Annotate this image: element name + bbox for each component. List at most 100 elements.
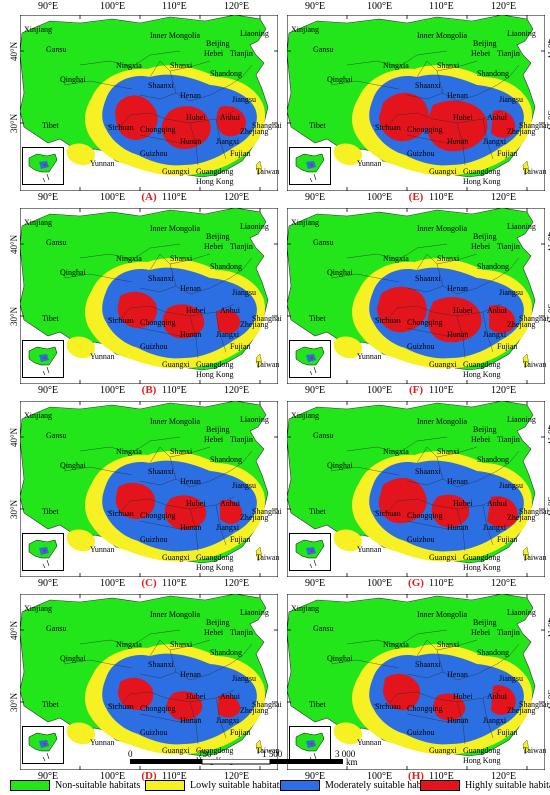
place-label-shandong: Shandong — [210, 262, 242, 271]
place-label-taiwan: Taiwan — [256, 167, 280, 176]
place-label-hubei: Hubei — [186, 306, 206, 315]
place-label-beijing: Beijing — [206, 232, 230, 241]
place-label-inner-mongolia: Inner Mongolia — [417, 610, 467, 619]
place-label-hong-kong: Hong Kong — [463, 756, 501, 765]
place-label-ningxia: Ningxia — [383, 447, 409, 456]
place-label-guangxi: Guangxi — [429, 746, 457, 755]
place-label-beijing: Beijing — [473, 232, 497, 241]
place-label-qinghai: Qinghai — [327, 75, 353, 84]
inset-map — [22, 533, 64, 571]
place-label-hubei: Hubei — [453, 113, 473, 122]
highly-suitable-area — [383, 673, 421, 710]
place-label-zhejiang: Zhejiang — [507, 513, 536, 522]
scale-label-3000: 3 000 — [335, 749, 356, 759]
place-label-sichuan: Sichuan — [375, 316, 401, 325]
place-label-tibet: Tibet — [309, 314, 326, 323]
highly-suitable-area — [115, 95, 158, 140]
place-label-gansu: Gansu — [46, 238, 67, 247]
lat-label: 40°N — [9, 234, 19, 254]
place-label-xinjiang: Xinjiang — [24, 604, 52, 613]
highly-suitable-area — [216, 105, 246, 137]
place-label-guangxi: Guangxi — [162, 360, 190, 369]
map-panel-d: Xinjiang Gansu Inner Mongolia Liaoning Beiji… — [9, 594, 282, 782]
lon-label-bottom: 120°E — [224, 385, 250, 396]
place-label-jiangsu: Jiangsu — [232, 95, 256, 104]
place-label-fujian: Fujian — [230, 535, 251, 544]
place-label-guangdong: Guangdong — [463, 167, 501, 176]
scale-bar: 0 750 1 500 3 000 km — [128, 749, 360, 775]
place-label-sichuan: Sichuan — [108, 316, 134, 325]
place-label-hunan: Hunan — [447, 330, 469, 339]
lon-label-bottom: 110°E — [429, 771, 454, 782]
place-label-jiangsu: Jiangsu — [232, 674, 256, 683]
place-label-shaanxi: Shaanxi — [148, 274, 174, 283]
place-label-chongqing: Chongqing — [407, 125, 443, 134]
place-label-chongqing: Chongqing — [407, 704, 443, 713]
inset-map — [22, 147, 64, 185]
place-label-guizhou: Guizhou — [140, 149, 168, 158]
place-label-fujian: Fujian — [497, 535, 518, 544]
place-label-henan: Henan — [447, 477, 468, 486]
place-label-jiangxi: Jiangxi — [216, 330, 240, 339]
legend-swatch-lowly-suitable — [145, 779, 185, 791]
place-label-hubei: Hubei — [186, 113, 206, 122]
place-label-henan: Henan — [180, 670, 201, 679]
place-label-fujian: Fujian — [230, 342, 251, 351]
lon-label-bottom: 120°E — [224, 578, 250, 589]
place-label-gansu: Gansu — [46, 45, 67, 54]
place-label-hong-kong: Hong Kong — [463, 177, 501, 186]
lat-label: 30°N — [546, 111, 550, 131]
inset-map — [289, 147, 331, 185]
place-label-yunnan: Yunnan — [90, 159, 115, 168]
legend-label-moderately-suitable: Moderately suitable habitats — [325, 779, 439, 791]
place-label-guizhou: Guizhou — [140, 535, 168, 544]
place-label-guangxi: Guangxi — [429, 360, 457, 369]
place-label-gansu: Gansu — [313, 238, 334, 247]
place-label-shanxi: Shanxi — [170, 61, 193, 70]
place-label-tianjin: Tianjin — [497, 242, 520, 251]
highly-suitable-area — [164, 495, 207, 530]
place-label-hubei: Hubei — [186, 692, 206, 701]
place-label-guangxi: Guangxi — [162, 746, 190, 755]
lon-label-bottom: 110°E — [162, 771, 187, 782]
lat-label: 30°N — [546, 304, 550, 324]
place-label-tianjin: Tianjin — [230, 242, 253, 251]
place-label-qinghai: Qinghai — [327, 268, 353, 277]
place-label-chongqing: Chongqing — [407, 318, 443, 327]
place-label-yunnan: Yunnan — [90, 545, 115, 554]
place-label-ningxia: Ningxia — [383, 61, 409, 70]
place-label-hebei: Hebei — [204, 435, 224, 444]
place-label-shandong: Shandong — [210, 455, 242, 464]
place-label-beijing: Beijing — [206, 618, 230, 627]
suitability-map-h — [287, 594, 545, 770]
lon-label-top: 100°E — [100, 1, 126, 12]
place-label-qinghai: Qinghai — [327, 461, 353, 470]
map-panel-c: Xinjiang Gansu Inner Mongolia Liaoning Beiji… — [9, 401, 282, 589]
place-label-shanxi: Shanxi — [437, 640, 460, 649]
highly-suitable-area — [117, 291, 158, 328]
highly-suitable-area — [426, 100, 488, 152]
panel-tag-h: (H) — [408, 770, 424, 782]
lat-label: 40°N — [546, 39, 550, 59]
place-label-hebei: Hebei — [204, 242, 224, 251]
place-label-shaanxi: Shaanxi — [415, 660, 441, 669]
place-label-sichuan: Sichuan — [375, 509, 401, 518]
place-label-shanghai: Shanghai — [519, 314, 549, 323]
place-label-henan: Henan — [447, 670, 468, 679]
place-label-ningxia: Ningxia — [383, 254, 409, 263]
place-label-hebei: Hebei — [471, 435, 491, 444]
place-label-tibet: Tibet — [42, 314, 59, 323]
place-label-shaanxi: Shaanxi — [415, 467, 441, 476]
place-label-fujian: Fujian — [230, 149, 251, 158]
panel-tag-e: (E) — [408, 191, 424, 203]
place-label-inner-mongolia: Inner Mongolia — [417, 224, 467, 233]
place-label-shaanxi: Shaanxi — [148, 467, 174, 476]
place-label-guangxi: Guangxi — [162, 553, 190, 562]
place-label-hubei: Hubei — [453, 306, 473, 315]
lat-label: 30°N — [546, 497, 550, 517]
place-label-liaoning: Liaoning — [240, 222, 269, 231]
lon-label-bottom: 100°E — [367, 385, 393, 396]
place-label-guizhou: Guizhou — [407, 728, 435, 737]
place-label-qinghai: Qinghai — [60, 654, 86, 663]
legend-label-non-suitable: Non-suitable habitats — [55, 779, 141, 791]
